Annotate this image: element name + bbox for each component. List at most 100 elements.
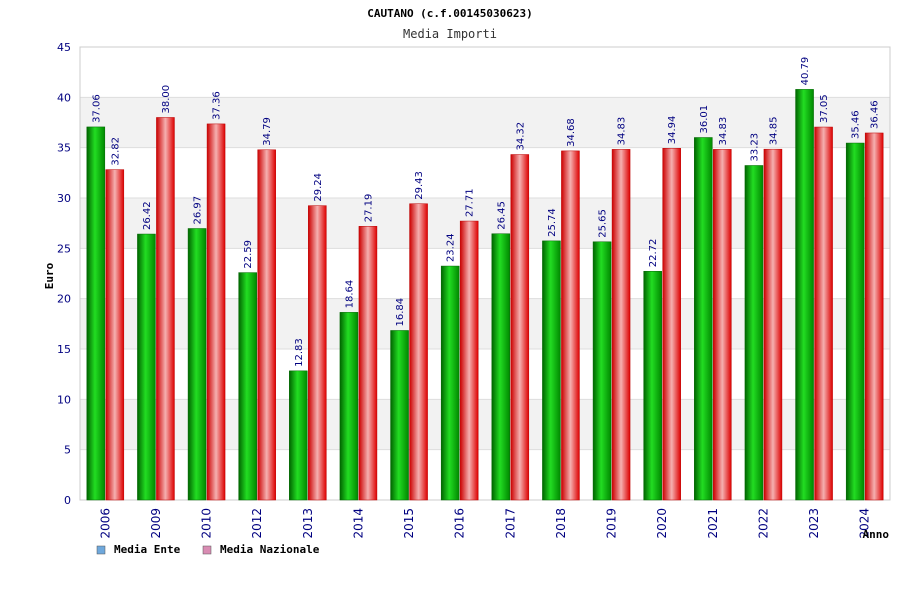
x-tick-label: 2023 (807, 508, 821, 539)
x-tick-label: 2017 (503, 508, 517, 539)
bar-media-nazionale-2012 (257, 149, 276, 501)
data-label-media-nazionale-2006: 32.82 (110, 137, 121, 166)
x-tick-label: 2009 (149, 508, 163, 539)
data-label-media-ente-2023: 40.79 (800, 57, 811, 86)
bar-media-nazionale-2024 (864, 132, 884, 501)
bar-media-nazionale-2016 (459, 220, 479, 501)
data-label-media-ente-2017: 26.45 (496, 201, 507, 230)
data-label-media-ente-2006: 37.06 (91, 94, 102, 123)
bar-media-nazionale-2015 (409, 203, 428, 501)
bar-media-ente-2017 (491, 233, 511, 501)
bar-media-ente-2015 (390, 330, 409, 501)
bar-media-nazionale-2017 (510, 154, 530, 501)
x-tick-label: 2022 (756, 508, 770, 539)
data-label-media-ente-2020: 22.72 (648, 239, 659, 268)
bar-media-ente-2009 (137, 233, 156, 501)
data-label-media-nazionale-2017: 34.32 (515, 122, 526, 151)
bar-media-ente-2018 (542, 240, 561, 501)
x-axis-label: Anno (863, 528, 890, 541)
bar-media-nazionale-2009 (156, 117, 175, 501)
bar-media-nazionale-2006 (105, 169, 125, 501)
y-tick-label: 20 (57, 293, 71, 306)
bar-media-ente-2013 (289, 370, 308, 501)
x-tick-label: 2020 (655, 508, 669, 539)
y-axis-ticks: 0 5 10 15 20 25 30 35 40 45 (57, 41, 71, 507)
data-label-media-nazionale-2010: 37.36 (212, 91, 223, 120)
data-label-media-ente-2012: 22.59 (243, 240, 254, 269)
bar-media-nazionale-2014 (358, 226, 378, 501)
bar-media-ente-2023 (795, 89, 814, 501)
bar-media-ente-2016 (440, 265, 460, 501)
data-label-media-nazionale-2021: 34.83 (718, 117, 729, 146)
legend: Media Ente Media Nazionale (96, 543, 320, 556)
data-label-media-nazionale-2022: 34.85 (768, 117, 779, 146)
y-axis-label: Euro (43, 262, 56, 289)
y-tick-label: 10 (57, 393, 71, 406)
bars: 37.06 32.82 26.42 38.00 26.97 37.36 22.59 34.79… (86, 57, 884, 501)
bar-media-ente-2022 (744, 165, 764, 501)
y-tick-label: 25 (57, 242, 71, 255)
data-label-media-ente-2014: 18.64 (344, 280, 355, 309)
chart-title: CAUTANO (c.f.00145030623) (367, 7, 533, 20)
chart-subtitle: Media Importi (403, 27, 497, 41)
x-tick-label: 2021 (706, 508, 720, 539)
y-tick-label: 0 (64, 494, 71, 507)
data-label-media-nazionale-2020: 34.94 (667, 116, 678, 145)
data-label-media-nazionale-2024: 36.46 (870, 100, 881, 129)
data-label-media-nazionale-2015: 29.43 (414, 171, 425, 200)
y-tick-label: 30 (57, 192, 71, 205)
legend-swatch-media-ente (96, 545, 106, 555)
y-tick-label: 40 (57, 91, 71, 104)
x-tick-label: 2024 (858, 508, 872, 539)
data-label-media-nazionale-2023: 37.05 (819, 94, 830, 123)
data-label-media-nazionale-2016: 27.71 (465, 188, 476, 217)
x-tick-label: 2018 (554, 508, 568, 539)
data-label-media-ente-2013: 12.83 (294, 338, 305, 367)
x-tick-label: 2016 (453, 508, 467, 539)
data-label-media-ente-2021: 36.01 (699, 105, 710, 134)
legend-label-media-nazionale: Media Nazionale (220, 543, 320, 556)
bar-media-ente-2024 (845, 142, 865, 501)
bar-media-nazionale-2010 (206, 123, 226, 501)
bar-media-ente-2014 (339, 312, 359, 501)
data-label-media-ente-2019: 25.65 (598, 209, 609, 238)
data-label-media-nazionale-2012: 34.79 (262, 117, 273, 146)
x-tick-label: 2012 (250, 508, 264, 539)
data-label-media-nazionale-2014: 27.19 (363, 194, 374, 223)
x-tick-label: 2014 (351, 508, 365, 539)
bar-media-nazionale-2019 (611, 149, 631, 501)
bar-media-nazionale-2023 (814, 126, 833, 501)
bar-media-nazionale-2020 (662, 148, 681, 501)
bar-media-ente-2012 (238, 272, 257, 501)
data-label-media-nazionale-2013: 29.24 (313, 173, 324, 202)
data-label-media-ente-2024: 35.46 (851, 110, 862, 139)
x-tick-label: 2013 (301, 508, 315, 539)
data-label-media-ente-2010: 26.97 (193, 196, 204, 225)
data-label-media-ente-2015: 16.84 (395, 298, 406, 327)
bar-media-nazionale-2021 (713, 149, 732, 501)
y-tick-label: 5 (64, 444, 71, 457)
y-tick-label: 45 (57, 41, 71, 54)
bar-media-ente-2010 (187, 228, 207, 501)
data-label-media-nazionale-2009: 38.00 (161, 85, 172, 114)
x-tick-label: 2010 (200, 508, 214, 539)
legend-label-media-ente: Media Ente (114, 543, 181, 556)
y-tick-label: 15 (57, 343, 71, 356)
bar-media-nazionale-2018 (561, 150, 580, 501)
bar-media-nazionale-2013 (308, 205, 327, 501)
x-tick-label: 2019 (605, 508, 619, 539)
data-label-media-ente-2016: 23.24 (446, 233, 457, 262)
x-axis-ticks: 2006 2009 2010 2012 2013 2014 2015 2016 2017 2018… (98, 508, 871, 539)
data-label-media-ente-2022: 33.23 (749, 133, 760, 162)
x-tick-label: 2015 (402, 508, 416, 539)
bar-media-ente-2019 (592, 241, 612, 501)
legend-swatch-media-nazionale (202, 545, 212, 555)
bar-media-ente-2020 (643, 271, 662, 501)
bar-media-ente-2021 (694, 137, 713, 501)
data-label-media-nazionale-2019: 34.83 (617, 117, 628, 146)
x-tick-label: 2006 (98, 508, 112, 539)
data-label-media-nazionale-2018: 34.68 (566, 118, 577, 147)
data-label-media-ente-2009: 26.42 (142, 201, 153, 230)
plot-frame (79, 46, 891, 501)
